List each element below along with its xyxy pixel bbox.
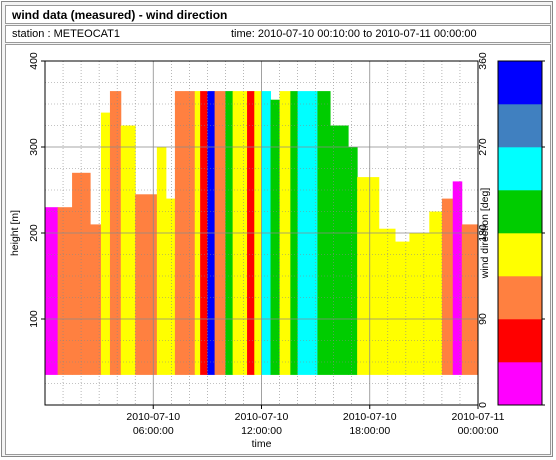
heatmap-cell <box>57 207 73 375</box>
colorbar-segment <box>498 147 542 191</box>
heatmap-cell <box>135 194 158 375</box>
colorbar-tick-label: 0 <box>477 402 489 408</box>
chart-title: wind data (measured) - wind direction <box>12 8 228 22</box>
time-range-label: time: 2010-07-10 00:10:00 to 2010-07-11 … <box>231 28 477 40</box>
heatmap-cell <box>429 211 443 375</box>
x-axis-label: time <box>252 438 272 450</box>
heatmap-cell <box>330 125 349 375</box>
y-tick-label: 300 <box>28 138 40 156</box>
colorbar-label: wind direction [deg] <box>479 188 491 280</box>
heatmap-cell <box>348 147 358 375</box>
x-tick-label: 2010-07-10 <box>235 411 289 423</box>
heatmap-cell <box>120 125 136 375</box>
colorbar-segment <box>498 190 542 234</box>
heatmap-cell <box>461 224 479 375</box>
plot-grid <box>45 61 478 405</box>
colorbar-ticks: 0 90 180 270 360 <box>477 52 545 408</box>
title-bar: wind data (measured) - wind direction <box>5 5 551 24</box>
heatmap-cell <box>72 172 91 375</box>
heatmap-cell <box>378 228 396 375</box>
heatmap-cell <box>45 207 59 375</box>
info-bar: station : METEOCAT1 time: 2010-07-10 00:… <box>5 25 551 43</box>
x-tick-label: 12:00:00 <box>241 425 282 437</box>
x-tick-label: 2010-07-10 <box>126 411 180 423</box>
heatmap-cell <box>270 99 281 375</box>
y-tick-label: 400 <box>28 52 40 70</box>
heatmap-cell <box>100 112 111 375</box>
y-tick-label: 200 <box>28 224 40 242</box>
y-axis-ticks: 100 200 300 400 <box>28 52 45 328</box>
colorbar-segment <box>498 319 542 363</box>
heatmap-cell <box>156 147 167 375</box>
heatmap-cell <box>90 224 102 375</box>
heatmap-cell <box>441 198 454 375</box>
x-tick-label: 2010-07-11 <box>452 411 505 423</box>
station-label: station : METEOCAT1 <box>12 28 120 40</box>
heatmap-cell <box>395 241 410 375</box>
colorbar-segment <box>498 61 542 105</box>
y-tick-label: 100 <box>28 310 40 328</box>
colorbar-segment <box>498 233 542 277</box>
chart-area: 100 200 300 400 2010-07-10 06:00:00 2010-07-1… <box>5 44 551 455</box>
colorbar <box>498 61 542 406</box>
colorbar-tick-label: 90 <box>477 313 489 325</box>
x-axis-ticks: 2010-07-10 06:00:00 2010-07-10 12:00:00 2010… <box>126 405 505 437</box>
heatmap-cell <box>165 198 176 375</box>
x-tick-label: 00:00:00 <box>458 425 499 437</box>
colorbar-segment <box>498 104 542 148</box>
heatmap-cell <box>409 233 430 375</box>
heatmap-cell <box>357 177 380 375</box>
x-tick-label: 06:00:00 <box>133 425 174 437</box>
colorbar-segment <box>498 276 542 320</box>
x-tick-label: 2010-07-10 <box>343 411 397 423</box>
colorbar-tick-label: 180 <box>477 224 489 242</box>
heatmap-cell <box>452 181 463 375</box>
x-tick-label: 18:00:00 <box>349 425 390 437</box>
colorbar-tick-label: 270 <box>477 138 489 156</box>
colorbar-tick-label: 360 <box>477 52 489 70</box>
y-axis-label: height [m] <box>9 210 21 256</box>
colorbar-segment <box>498 362 542 406</box>
